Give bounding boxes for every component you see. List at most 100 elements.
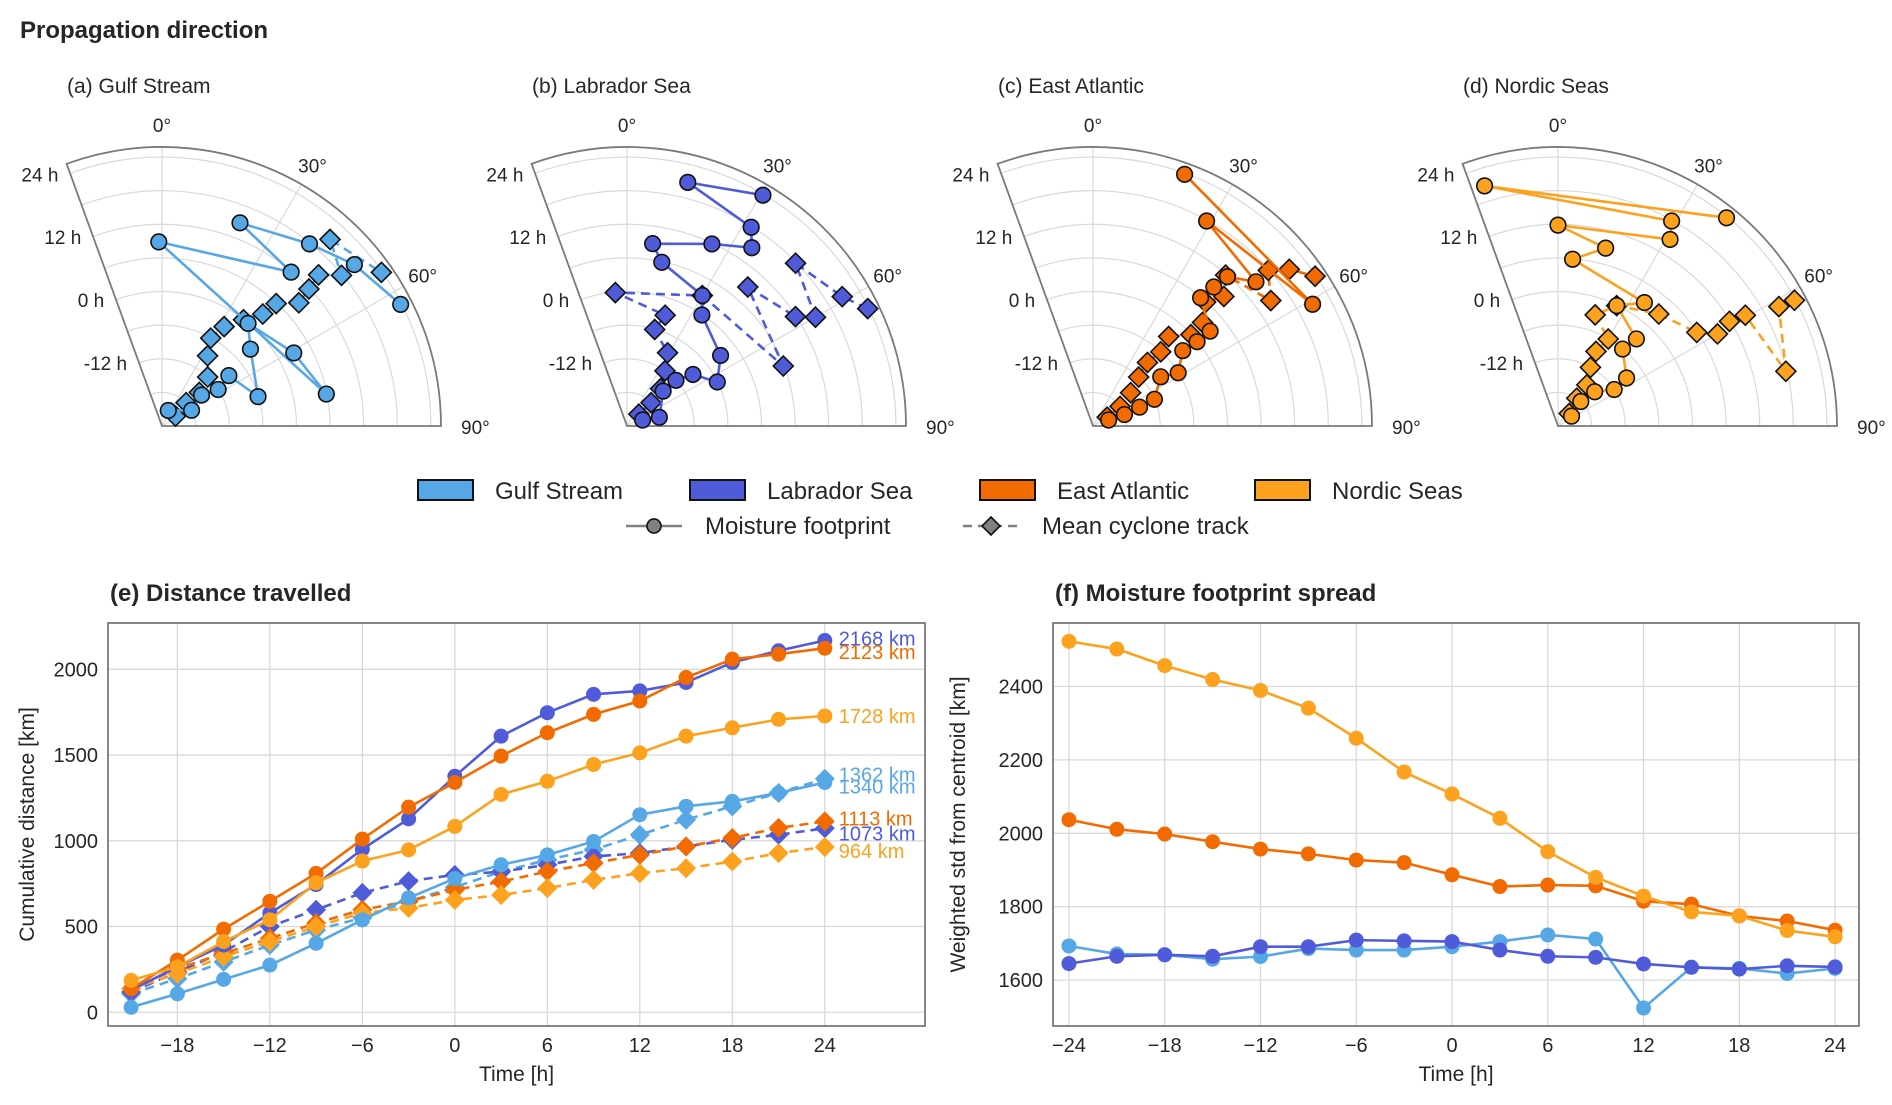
y-tick-label: 2000 [54, 659, 99, 681]
data-point [1636, 956, 1652, 972]
radial-gridline [1465, 156, 1828, 427]
data-point [629, 863, 650, 884]
series-line [130, 639, 826, 992]
radial-gridline [1069, 358, 1161, 427]
polar-frame [530, 146, 907, 427]
footprint-marker [1174, 342, 1192, 360]
legend-item-east-atlantic: East Atlantic [979, 478, 1189, 505]
data-point [814, 836, 835, 857]
data-point [768, 817, 789, 838]
track-marker [370, 261, 393, 284]
data-point [583, 869, 604, 890]
end-value-label: 1073 km [839, 823, 916, 845]
series-nordic-seas-footprint: 1728 km [123, 706, 916, 988]
data-point [1061, 938, 1077, 954]
data-point [401, 890, 417, 906]
data-point [1252, 683, 1268, 699]
data-point [262, 912, 278, 928]
radial-gridline [546, 190, 863, 427]
data-point [493, 857, 509, 873]
theta-tick-label: 90° [1857, 418, 1886, 439]
footprint-marker [282, 263, 300, 281]
theta-tick-label: 30° [763, 156, 792, 177]
footprint-marker [703, 235, 721, 253]
data-point [493, 786, 509, 802]
data-point [398, 871, 419, 892]
data-point [537, 861, 558, 882]
data-point [632, 693, 648, 709]
data-point [123, 972, 139, 988]
data-point [1588, 931, 1604, 947]
polar-panels: (a) Gulf Stream 0° 30° 60° 90° 24 h 12 h 0 h -12… [21, 75, 1885, 439]
x-tick-label: 24 [1824, 1035, 1846, 1057]
track-marker [643, 318, 666, 341]
data-point [354, 853, 370, 869]
radial-gridline [1023, 223, 1296, 427]
data-point [216, 971, 232, 987]
data-point [676, 836, 697, 857]
r-tick-label: 12 h [975, 228, 1012, 249]
theta-tick-label: 90° [926, 418, 955, 439]
polar-frame [1461, 146, 1838, 427]
r-tick-label: 12 h [1440, 228, 1477, 249]
series-line [130, 646, 825, 990]
theta-tick-label: 90° [461, 418, 490, 439]
data-point [493, 728, 509, 744]
footprint-line [1484, 184, 1727, 417]
data-point [1109, 821, 1125, 837]
end-value-label: 964 km [839, 841, 905, 863]
radial-gridline [1012, 190, 1329, 427]
footprint-marker [220, 367, 238, 385]
footprint-marker [1597, 239, 1615, 257]
data-point [583, 853, 604, 874]
theta-tick-label: 30° [1229, 156, 1258, 177]
polar-frame [996, 146, 1373, 427]
end-value-label: 1728 km [839, 706, 916, 728]
r-tick-label: 24 h [952, 165, 989, 186]
radial-gridline [1035, 257, 1262, 427]
data-point [1540, 877, 1556, 893]
footprint-marker [1247, 273, 1265, 291]
legend-item-labrador-sea: Labrador Sea [689, 478, 913, 505]
data-point [678, 670, 694, 686]
r-tick-label: -12 h [549, 354, 592, 375]
data-point [676, 858, 697, 879]
r-tick-label: 0 h [78, 291, 104, 312]
polar-panel-c: (c) East Atlantic 0° 30° 60° 90° 24 h 12 h 0 h -… [952, 75, 1420, 439]
footprint-marker [644, 235, 662, 253]
angular-gridline [161, 184, 303, 427]
data-point [1348, 932, 1364, 948]
theta-tick-label: 60° [408, 267, 437, 288]
series-gulf-stream-track: 1362 km [121, 765, 916, 1004]
footprint-marker [1663, 212, 1681, 230]
y-tick-label: 1600 [999, 970, 1044, 992]
data-point [724, 651, 740, 667]
data-point [632, 807, 648, 823]
data-point [1252, 939, 1268, 955]
data-point [1396, 933, 1412, 949]
track-marker [307, 263, 330, 286]
legend-label: Nordic Seas [1332, 478, 1463, 505]
data-point [1444, 867, 1460, 883]
data-point [1396, 764, 1412, 780]
legend-label: Gulf Stream [495, 478, 623, 505]
footprint-marker [693, 286, 711, 305]
track-marker [784, 305, 807, 328]
track-marker [330, 264, 353, 287]
track-line [1568, 299, 1795, 415]
track-marker [287, 291, 310, 314]
end-value-label: 1113 km [839, 808, 913, 830]
footprint-marker [1717, 209, 1736, 227]
data-point [1779, 958, 1795, 974]
data-point [401, 799, 417, 815]
x-tick-label: 0 [1446, 1035, 1457, 1057]
data-point [586, 706, 602, 722]
r-tick-label: 0 h [543, 291, 569, 312]
panel-title: (a) Gulf Stream [67, 75, 211, 98]
legend-swatch [979, 479, 1036, 501]
track-marker [1584, 303, 1607, 327]
data-point [1492, 942, 1508, 958]
r-tick-label: 0 h [1474, 291, 1500, 312]
series-nordic-seas-footprint [1061, 633, 1843, 945]
